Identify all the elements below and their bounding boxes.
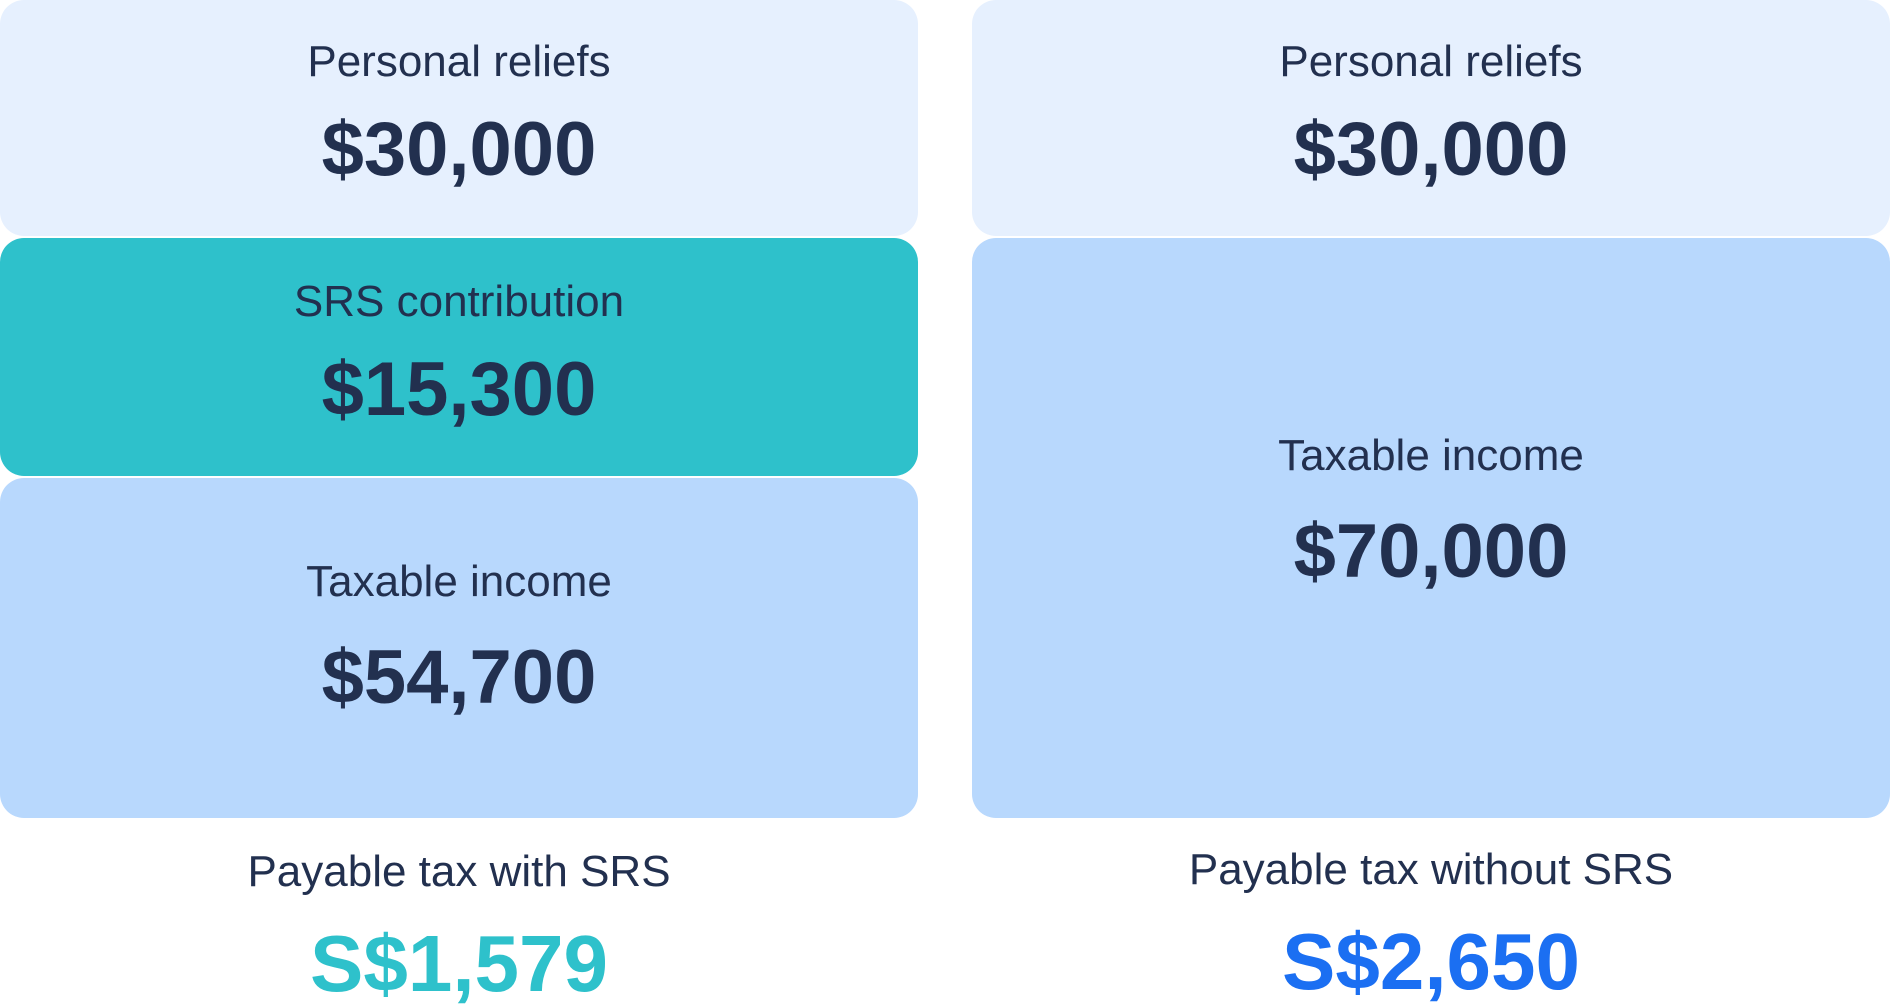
taxable-income-card: Taxable income $70,000 xyxy=(972,238,1890,818)
taxable-income-label: Taxable income xyxy=(306,557,612,606)
payable-tax-with-srs: Payable tax with SRS S$1,579 xyxy=(0,850,918,1004)
srs-contribution-label: SRS contribution xyxy=(293,277,625,326)
taxable-income-label: Taxable income xyxy=(1278,431,1584,480)
personal-reliefs-card: Personal reliefs $30,000 xyxy=(0,0,918,236)
payable-tax-label: Payable tax without SRS xyxy=(1188,845,1674,894)
personal-reliefs-value: $30,000 xyxy=(1293,107,1569,192)
taxable-income-value: $70,000 xyxy=(1293,509,1569,594)
personal-reliefs-label: Personal reliefs xyxy=(1279,37,1583,86)
payable-tax-without-srs: Payable tax without SRS S$2,650 xyxy=(972,848,1890,1002)
personal-reliefs-card: Personal reliefs $30,000 xyxy=(972,0,1890,236)
srs-contribution-card: SRS contribution $15,300 xyxy=(0,238,918,476)
payable-tax-label: Payable tax with SRS xyxy=(247,847,671,896)
personal-reliefs-label: Personal reliefs xyxy=(307,37,611,86)
taxable-income-card: Taxable income $54,700 xyxy=(0,478,918,818)
taxable-income-value: $54,700 xyxy=(321,635,597,720)
personal-reliefs-value: $30,000 xyxy=(321,107,597,192)
payable-tax-value: S$2,650 xyxy=(1281,917,1581,1006)
payable-tax-value: S$1,579 xyxy=(309,919,609,1008)
srs-contribution-value: $15,300 xyxy=(321,347,597,432)
